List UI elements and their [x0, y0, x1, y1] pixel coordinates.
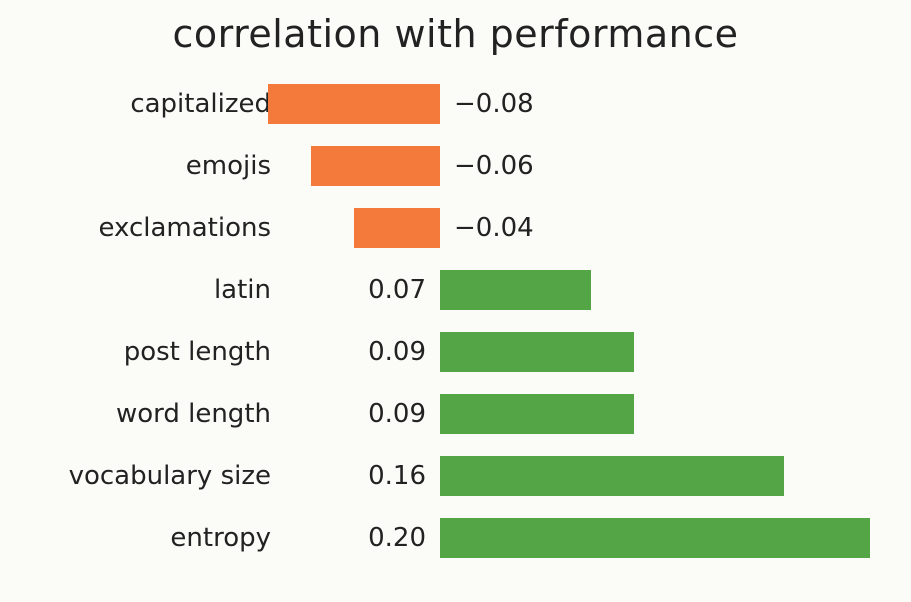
- bar: [440, 270, 591, 310]
- category-label: entropy: [11, 523, 271, 553]
- category-label: exclamations: [11, 213, 271, 243]
- value-label: 0.20: [368, 523, 426, 553]
- bar-row: exclamations −0.04: [0, 204, 911, 252]
- bar-row: latin 0.07: [0, 266, 911, 314]
- bar: [311, 146, 440, 186]
- bar-row: entropy 0.20: [0, 514, 911, 562]
- value-label: 0.07: [368, 275, 426, 305]
- bar-row: word length 0.09: [0, 390, 911, 438]
- bar: [440, 332, 634, 372]
- category-label: latin: [11, 275, 271, 305]
- category-label: post length: [11, 337, 271, 367]
- bar: [354, 208, 440, 248]
- bar: [440, 518, 870, 558]
- value-label: −0.04: [454, 213, 534, 243]
- value-label: 0.09: [368, 337, 426, 367]
- bar-row: post length 0.09: [0, 328, 911, 376]
- bar-row: capitalized −0.08: [0, 80, 911, 128]
- category-label: word length: [11, 399, 271, 429]
- value-label: 0.09: [368, 399, 426, 429]
- correlation-chart: correlation with performance capitalized…: [0, 0, 911, 602]
- bar: [440, 456, 784, 496]
- bar: [268, 84, 440, 124]
- category-label: capitalized: [11, 89, 271, 119]
- plot-area: capitalized −0.08 emojis −0.06 exclamations −…: [0, 80, 911, 590]
- bar-row: vocabulary size 0.16: [0, 452, 911, 500]
- chart-title: correlation with performance: [0, 12, 911, 56]
- value-label: 0.16: [368, 461, 426, 491]
- category-label: emojis: [11, 151, 271, 181]
- value-label: −0.08: [454, 89, 534, 119]
- bar: [440, 394, 634, 434]
- value-label: −0.06: [454, 151, 534, 181]
- bar-row: emojis −0.06: [0, 142, 911, 190]
- category-label: vocabulary size: [11, 461, 271, 491]
